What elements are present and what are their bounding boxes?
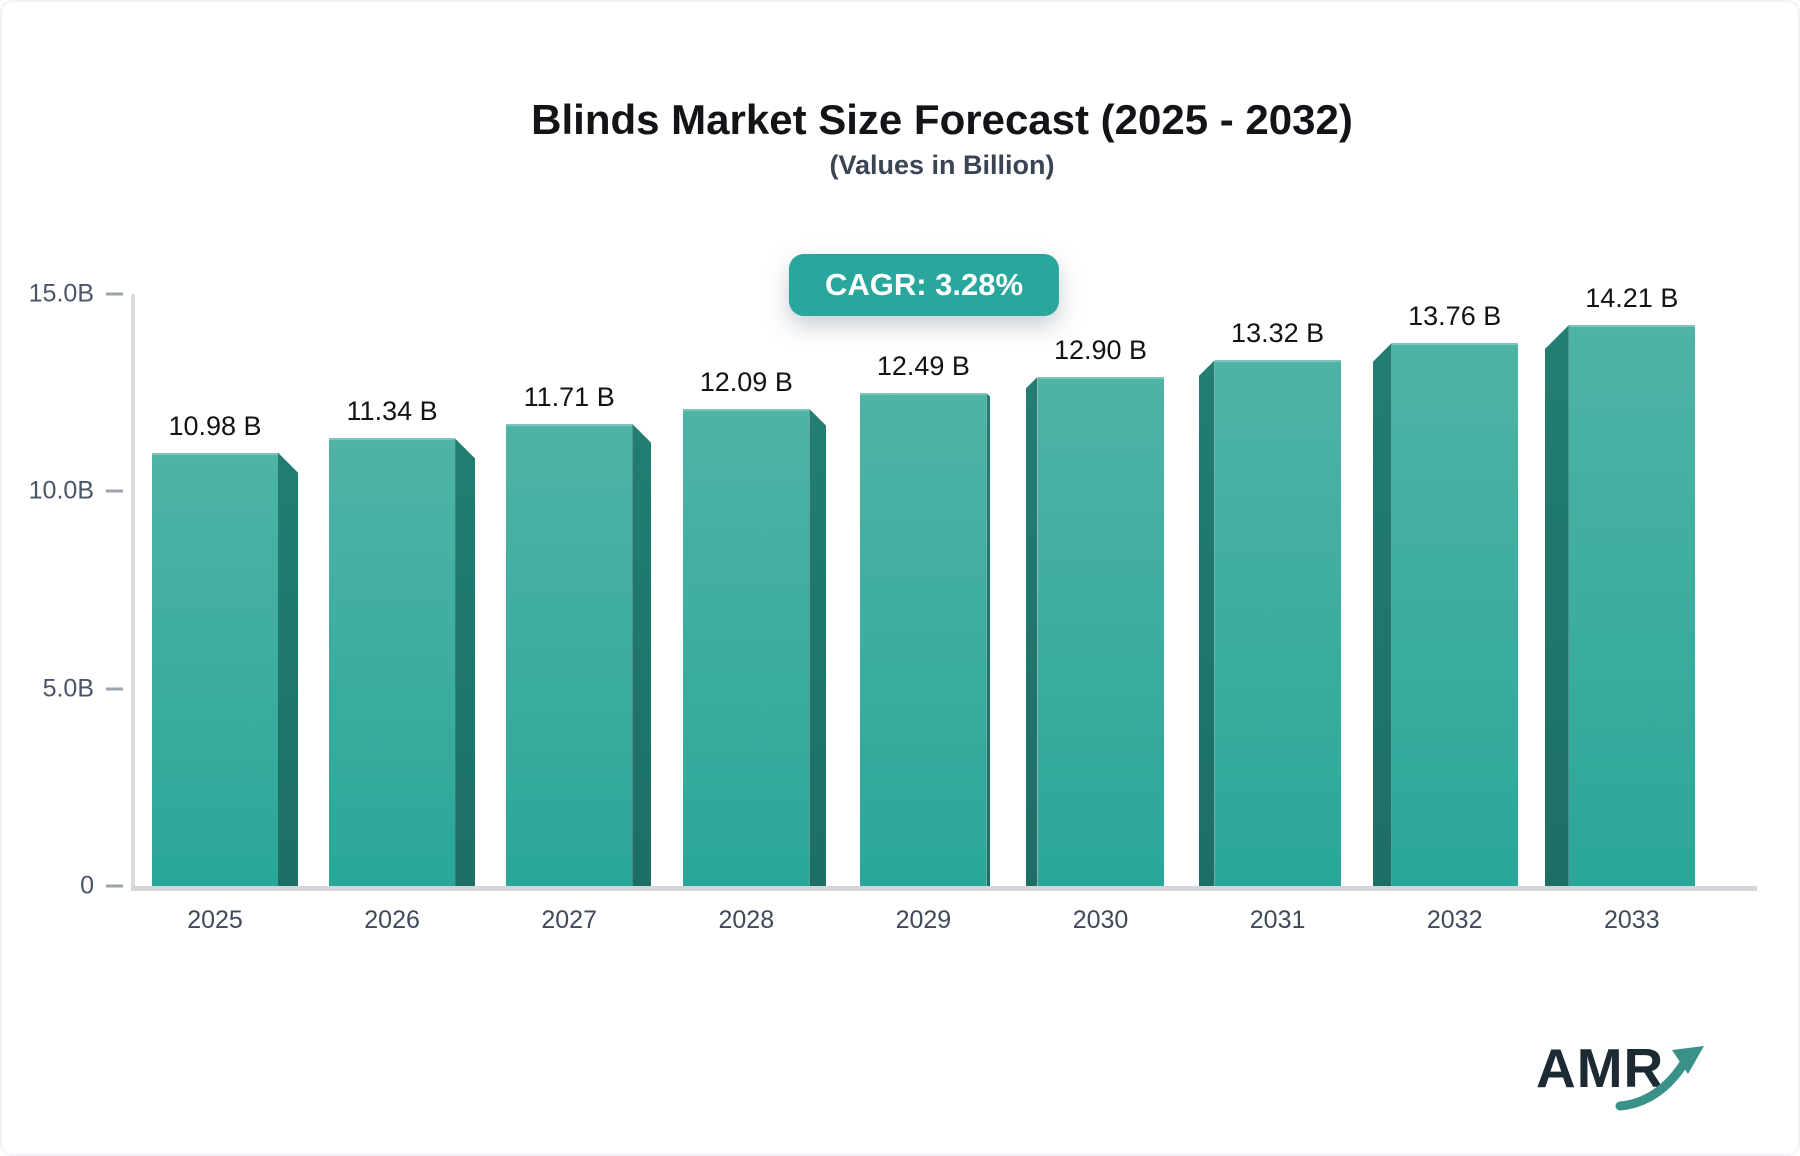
bar-value-label: 12.09 B: [699, 366, 793, 397]
y-tick-label: 5.0B: [42, 674, 94, 703]
bar-value-label: 10.98 B: [168, 410, 262, 441]
chart-title: Blinds Market Size Forecast (2025 - 2032…: [531, 96, 1353, 143]
bar-value-label: 12.49 B: [876, 351, 970, 382]
bar-2027: [506, 423, 633, 886]
bar-side-2026: [455, 438, 476, 886]
chart-subtitle: (Values in Billion): [829, 150, 1055, 180]
y-axis-line: [131, 294, 135, 886]
bar-2031: [1214, 360, 1341, 886]
bar-2033: [1568, 325, 1695, 886]
bar-side-2033: [1544, 325, 1569, 886]
bar-side-2025: [278, 452, 298, 886]
x-axis-label-2026: 2026: [364, 906, 420, 934]
bar-2030: [1037, 376, 1164, 886]
x-axis-label-2025: 2025: [187, 906, 243, 934]
y-tick-label: 0: [80, 871, 94, 900]
x-axis-label-2030: 2030: [1072, 906, 1129, 934]
bar-value-label: 12.90 B: [1053, 334, 1148, 365]
growth-arrow-icon: [1615, 1046, 1704, 1111]
bar-side-2027: [632, 423, 652, 886]
x-axis-label-2029: 2029: [895, 906, 952, 934]
bar-side-2031: [1198, 360, 1215, 886]
bar-value-label: 14.21 B: [1585, 283, 1679, 314]
x-axis-baseline: [131, 886, 1757, 891]
bar-value-label: 13.76 B: [1408, 300, 1502, 331]
y-tick-mark: [106, 489, 123, 493]
bar-2026: [329, 438, 456, 886]
y-tick-label: 10.0B: [28, 476, 94, 505]
amr-logo-text: AMR: [1536, 1037, 1665, 1099]
y-tick-mark: [106, 292, 123, 296]
x-axis-label-2031: 2031: [1249, 906, 1306, 934]
bar-value-label: 13.32 B: [1231, 318, 1325, 349]
bar-2025: [152, 452, 278, 886]
y-tick-mark: [106, 687, 123, 691]
cagr-badge: CAGR: 3.28%: [788, 254, 1060, 316]
y-tick-label: 15.0B: [28, 279, 94, 308]
x-axis-label-2027: 2027: [541, 906, 597, 934]
y-tick-mark: [106, 884, 123, 888]
bar-2032: [1391, 342, 1518, 886]
bar-2029: [860, 393, 987, 886]
amr-logo: AMR: [1532, 1032, 1732, 1122]
bar-side-2032: [1372, 342, 1392, 886]
x-axis-label-2033: 2033: [1603, 906, 1660, 934]
bar-side-2029: [986, 393, 991, 886]
bar-value-label: 11.71 B: [523, 381, 615, 412]
bar-2028: [683, 408, 810, 886]
bar-side-2030: [1025, 376, 1038, 886]
bar-side-2028: [809, 408, 827, 886]
x-axis-label-2028: 2028: [718, 906, 775, 934]
bar-value-label: 11.34 B: [346, 396, 438, 427]
x-axis-label-2032: 2032: [1426, 906, 1483, 934]
